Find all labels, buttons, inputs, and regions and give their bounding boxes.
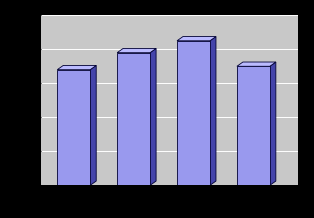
Bar <box>237 66 270 185</box>
Polygon shape <box>177 36 216 41</box>
Polygon shape <box>270 62 276 185</box>
Polygon shape <box>210 36 216 185</box>
Bar <box>57 70 90 185</box>
Polygon shape <box>117 48 156 53</box>
Bar <box>177 41 210 185</box>
Polygon shape <box>90 65 96 185</box>
Polygon shape <box>57 65 96 70</box>
Polygon shape <box>150 48 156 185</box>
Bar <box>117 53 150 185</box>
Polygon shape <box>237 62 276 66</box>
